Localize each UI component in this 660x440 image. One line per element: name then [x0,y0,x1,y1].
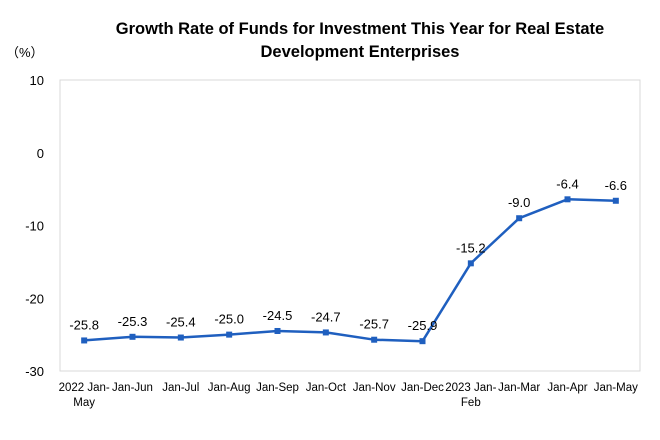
x-tick-label: Jan-Aug [208,382,251,394]
data-label: -9.0 [508,195,530,210]
y-axis-unit: （%） [6,45,44,60]
data-point [371,336,378,343]
data-label: -15.2 [456,240,486,255]
y-tick-label: 10 [30,73,44,88]
x-tick-label: 2022 Jan- [59,382,110,394]
x-tick-label: Jan-Dec [401,382,444,394]
x-tick-label: Jan-Apr [547,382,587,394]
x-tick-label: Jan-Jul [162,382,199,394]
data-label: -25.3 [118,314,148,329]
data-point [467,260,474,267]
data-point [226,331,233,338]
data-point [274,327,281,334]
data-point [322,329,329,336]
chart-title: Growth Rate of Funds for Investment This… [60,18,660,64]
data-point [564,196,571,203]
chart-title-line-1: Growth Rate of Funds for Investment This… [115,20,605,38]
chart-title-line-2: Development Enterprises [260,43,460,61]
data-point [177,334,184,341]
data-label: -6.4 [556,176,578,191]
x-tick-label: Jan-Sep [256,382,299,394]
y-tick-label: -20 [25,291,44,306]
data-point [129,333,136,340]
data-label: -25.8 [69,317,99,332]
x-tick-label: May [73,397,95,409]
x-tick-label: Jan-Oct [306,382,347,394]
data-point [612,197,619,204]
data-point [81,337,88,344]
x-tick-label: Jan-Mar [498,382,540,394]
data-label: -24.5 [263,308,293,323]
y-tick-label: -10 [25,219,44,234]
data-label: -25.0 [214,312,244,327]
x-tick-label: Feb [461,397,481,409]
data-point [419,338,426,345]
data-label: -25.7 [359,317,389,332]
x-tick-label: Jan-Jun [112,382,153,394]
data-label: -24.7 [311,309,341,324]
y-tick-label: 0 [37,146,44,161]
data-label: -6.6 [605,178,627,193]
series-line [84,198,616,343]
x-tick-label: Jan-May [594,382,638,394]
data-label: -25.9 [408,318,438,333]
plot-area-border [59,79,641,372]
data-point [516,215,523,222]
x-tick-label: Jan-Nov [353,382,396,394]
y-tick-label: -30 [25,364,44,379]
x-tick-label: 2023 Jan- [445,382,496,394]
data-label: -25.4 [166,315,196,330]
